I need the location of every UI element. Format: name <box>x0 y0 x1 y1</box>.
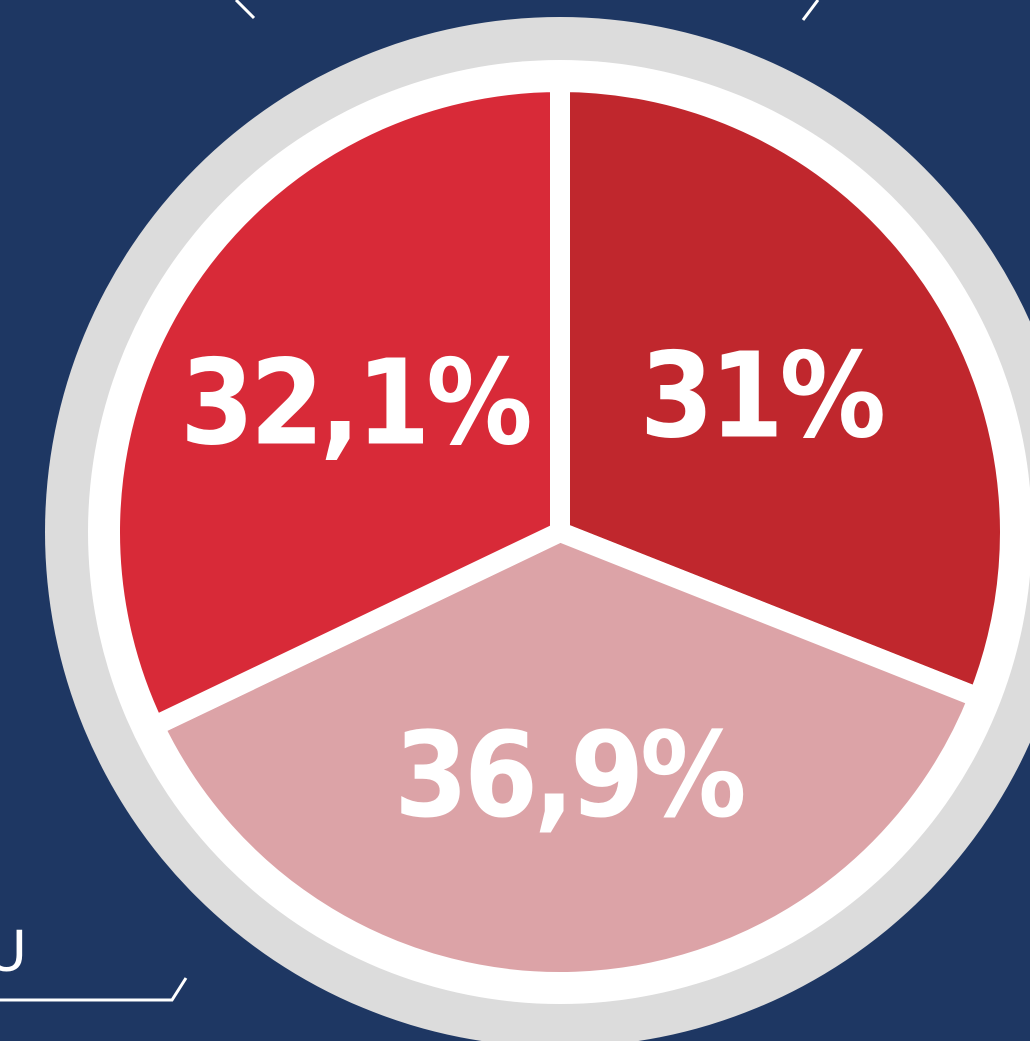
data-label: 32,1% <box>180 333 530 471</box>
data-label: 31% <box>640 326 884 464</box>
annotation: U <box>0 920 27 985</box>
data-label: 36,9% <box>394 706 744 844</box>
pie-slice <box>100 72 570 737</box>
pie-slice <box>550 72 1020 708</box>
pie-slice <box>144 522 989 992</box>
decor-line <box>0 977 188 1002</box>
decor-line <box>234 0 256 20</box>
decor-line <box>801 0 820 21</box>
